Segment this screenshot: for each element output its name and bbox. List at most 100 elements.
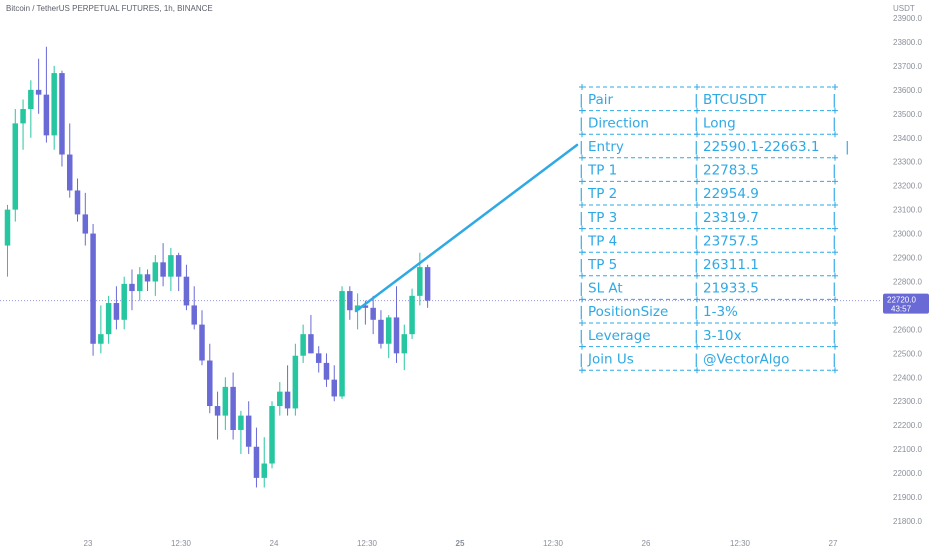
current-price-badge: 22720.0 43:57 <box>883 293 929 314</box>
x-tick-label: 12:30 <box>730 539 751 548</box>
y-tick-label: 22800.0 <box>893 277 922 286</box>
y-tick-label: 23500.0 <box>893 110 922 119</box>
table-row-label: TP 1 <box>587 163 617 179</box>
candle <box>59 70 65 167</box>
table-row-label: Leverage <box>588 328 651 344</box>
y-tick-label: 23400.0 <box>893 134 922 143</box>
table-row-value: BTCUSDT <box>703 92 767 108</box>
table-pipe: | <box>579 351 584 367</box>
table-pipe: | <box>579 186 584 202</box>
table-row-value: 3-10x <box>703 328 742 344</box>
table-row-value: 22954.9 <box>703 186 759 202</box>
candle-body <box>207 360 213 407</box>
candle-body <box>222 386 229 416</box>
table-row: | TP 2 | 22954.9 | <box>579 186 837 202</box>
table-row-label: Join Us <box>587 351 634 367</box>
candle-body <box>261 463 267 478</box>
table-pipe: | <box>832 304 837 320</box>
candle-body <box>51 73 57 136</box>
table-pipe: | <box>832 115 837 131</box>
y-tick-label: 23300.0 <box>893 158 922 167</box>
candle <box>284 365 291 416</box>
candle <box>74 178 81 222</box>
candle-body <box>82 214 89 234</box>
candle-body <box>238 415 244 430</box>
x-tick-label: 12:30 <box>171 539 192 548</box>
annotation-trend-line[interactable] <box>354 143 579 313</box>
table-pipe: | <box>832 281 837 297</box>
candle <box>393 286 400 363</box>
table-pipe: | <box>832 257 837 273</box>
candle-body <box>12 123 19 210</box>
candle <box>105 295 112 344</box>
candle-body <box>284 391 291 409</box>
candle <box>214 391 221 440</box>
candle-body <box>183 276 190 306</box>
table-pipe: | <box>694 92 699 108</box>
candle-body <box>28 89 34 110</box>
candle-body <box>308 334 314 354</box>
table-row-label: Pair <box>588 92 614 108</box>
candle-body <box>339 291 345 397</box>
candle-body <box>129 283 135 292</box>
candle <box>191 286 197 330</box>
candle-body <box>175 255 182 277</box>
candle-body <box>113 303 120 320</box>
table-row: | Leverage | 3-10x | <box>579 328 837 344</box>
candle-body <box>152 262 159 282</box>
candle <box>424 264 431 308</box>
candle-body <box>354 305 361 311</box>
y-tick-label: 22300.0 <box>893 397 922 406</box>
table-pipe: | <box>832 233 837 249</box>
table-pipe: | <box>694 351 699 367</box>
table-pipe: | <box>694 257 699 273</box>
table-row-value: 23757.5 <box>703 233 759 249</box>
table-pipe: | <box>832 328 837 344</box>
candle-body <box>144 274 151 282</box>
table-pipe: | <box>694 233 699 249</box>
candle-body <box>315 353 322 363</box>
table-row-value: 26311.1 <box>703 257 759 273</box>
table-pipe: | <box>694 281 699 297</box>
candle <box>82 192 89 246</box>
table-pipe: | <box>832 351 837 367</box>
candle-body <box>292 355 299 409</box>
candle <box>20 99 26 150</box>
table-row-value: 1-3% <box>703 304 738 320</box>
table-pipe: | <box>694 139 699 155</box>
y-tick-label: 23200.0 <box>893 182 922 191</box>
y-tick-label: 23700.0 <box>893 62 922 71</box>
candle <box>409 288 415 339</box>
candle <box>269 401 275 469</box>
candle <box>385 315 392 359</box>
y-tick-label: 23900.0 <box>893 14 922 23</box>
y-tick-label: 22000.0 <box>893 469 922 478</box>
candle <box>354 293 361 330</box>
candle <box>370 295 376 335</box>
y-tick-label: 23600.0 <box>893 86 922 95</box>
candle <box>401 324 408 371</box>
price-axis-currency: USDT <box>893 4 915 13</box>
table-pipe: | <box>579 163 584 179</box>
y-tick-label: 22400.0 <box>893 373 922 382</box>
candle-body <box>417 267 423 296</box>
table-pipe: | <box>832 92 837 108</box>
candle-body <box>253 446 260 478</box>
candle <box>315 346 322 373</box>
candle <box>43 46 50 143</box>
candle-body <box>378 319 384 344</box>
candle <box>308 315 314 354</box>
table-row: | TP 3 | 23319.7 | <box>579 210 837 226</box>
candle-body <box>98 334 104 344</box>
candle-body <box>424 267 431 301</box>
table-pipe: | <box>694 210 699 226</box>
table-row-value: 22590.1-22663.1 <box>703 139 820 155</box>
y-tick-label: 22200.0 <box>893 421 922 430</box>
table-row: | Join Us | @VectorAlgo | <box>579 351 837 367</box>
y-tick-label: 22100.0 <box>893 445 922 454</box>
candle <box>253 427 260 488</box>
candle <box>245 401 252 454</box>
candle-body <box>90 233 96 344</box>
candle <box>144 269 151 292</box>
